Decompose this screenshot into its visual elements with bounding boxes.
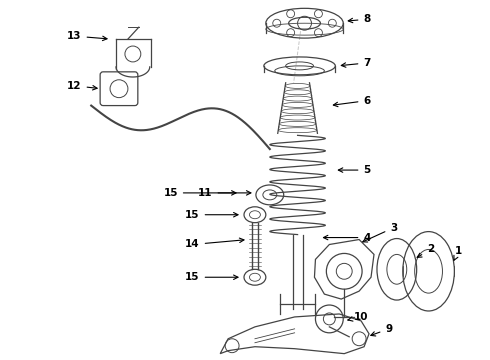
Text: 10: 10 <box>348 312 368 322</box>
Text: 13: 13 <box>67 31 107 41</box>
Text: 1: 1 <box>454 247 462 260</box>
Text: 7: 7 <box>341 58 371 68</box>
Text: 3: 3 <box>363 222 397 242</box>
Text: 8: 8 <box>348 14 370 24</box>
Text: 2: 2 <box>417 244 434 257</box>
Text: 6: 6 <box>333 96 370 107</box>
Text: 12: 12 <box>67 81 97 91</box>
Text: 15: 15 <box>163 188 236 198</box>
Text: 11: 11 <box>198 188 251 198</box>
Text: 5: 5 <box>338 165 370 175</box>
Text: 15: 15 <box>185 272 238 282</box>
Text: 14: 14 <box>185 238 244 249</box>
Text: 15: 15 <box>185 210 238 220</box>
Text: 4: 4 <box>323 233 371 243</box>
Text: 9: 9 <box>371 324 392 336</box>
